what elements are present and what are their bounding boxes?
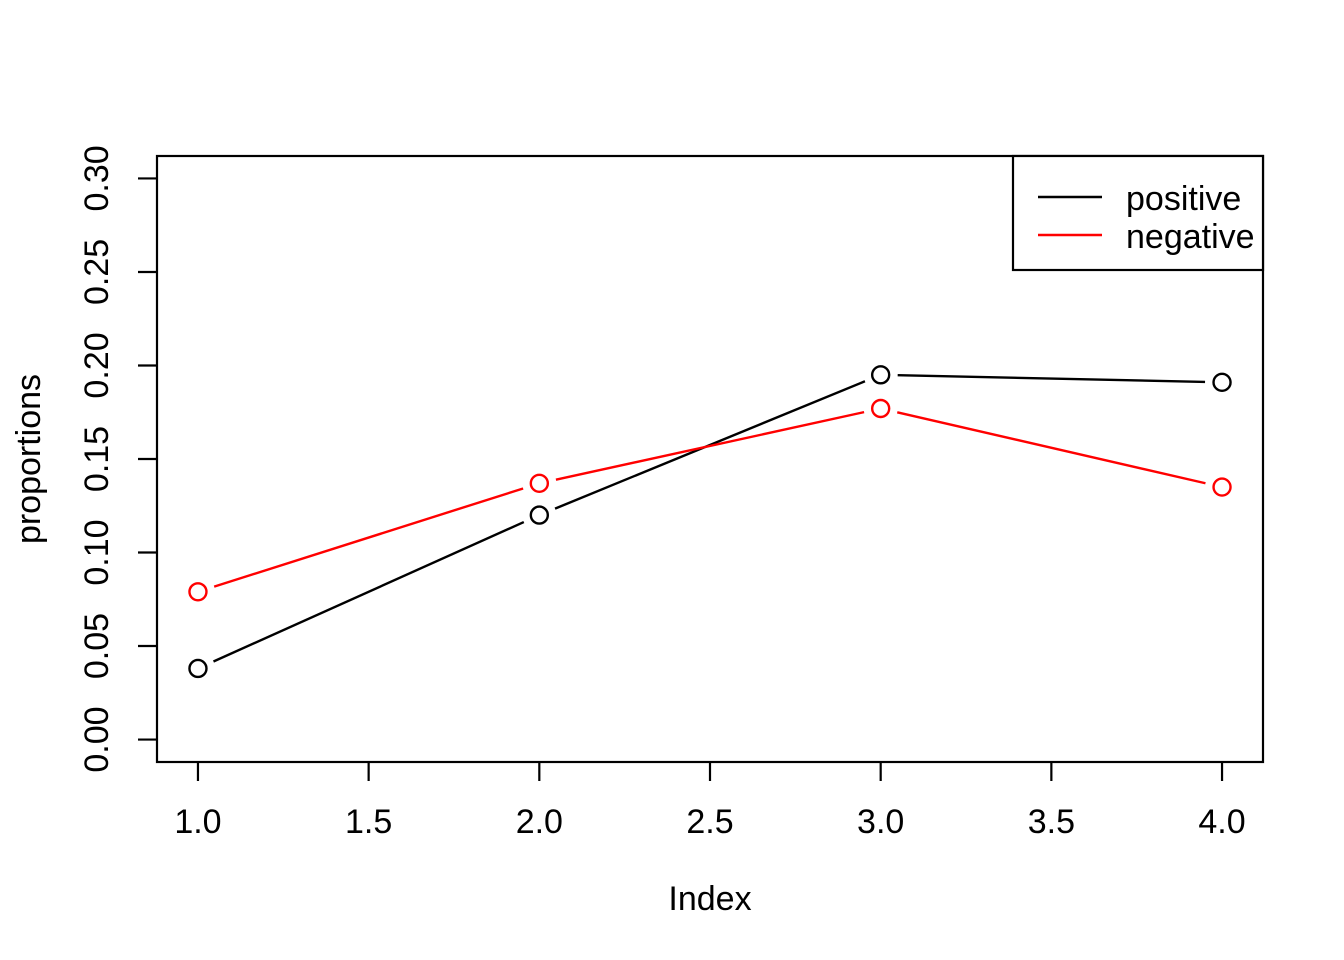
y-tick-label: 0.20 — [78, 332, 116, 398]
series-layer — [188, 365, 1232, 679]
series-segment-negative — [555, 410, 865, 481]
x-tick-label: 3.5 — [1028, 803, 1075, 841]
x-axis: 1.0 1.5 2.0 2.5 3.0 3.5 4.0 — [174, 762, 1246, 841]
data-point-negative — [529, 473, 550, 494]
legend-box — [1011, 154, 1265, 272]
y-tick-label: 0.00 — [78, 706, 116, 772]
x-axis-title: Index — [668, 880, 751, 918]
y-tick-label: 0.05 — [78, 613, 116, 679]
data-point-positive — [870, 365, 891, 385]
y-axis-title: proportions — [10, 374, 48, 544]
x-tick-label: 1.5 — [345, 803, 392, 841]
series-segment-negative — [896, 411, 1206, 485]
data-point-positive — [1212, 372, 1232, 393]
data-point-negative — [1212, 477, 1232, 497]
y-axis: 0.00 0.05 0.10 0.15 0.20 0.25 0.30 — [78, 145, 157, 773]
x-tick-label: 2.5 — [686, 803, 733, 841]
x-tick-label: 2.0 — [516, 803, 563, 841]
legend: positive negative — [1011, 154, 1265, 272]
series-segment-positive — [897, 374, 1206, 384]
y-tick-label: 0.30 — [78, 145, 116, 211]
series-segment-negative — [213, 487, 524, 588]
legend-label-positive: positive — [1126, 180, 1241, 218]
y-tick-label: 0.15 — [78, 426, 116, 492]
data-point-negative — [870, 398, 891, 419]
x-tick-label: 1.0 — [174, 803, 221, 841]
data-point-negative — [188, 582, 208, 602]
series-segment-positive — [212, 520, 525, 663]
y-tick-label: 0.10 — [78, 519, 116, 585]
legend-label-negative: negative — [1126, 218, 1255, 256]
x-tick-label: 3.0 — [857, 803, 904, 841]
data-point-positive — [188, 658, 208, 679]
x-tick-label: 4.0 — [1198, 803, 1245, 841]
y-tick-label: 0.25 — [78, 239, 116, 305]
data-point-positive — [529, 505, 550, 525]
